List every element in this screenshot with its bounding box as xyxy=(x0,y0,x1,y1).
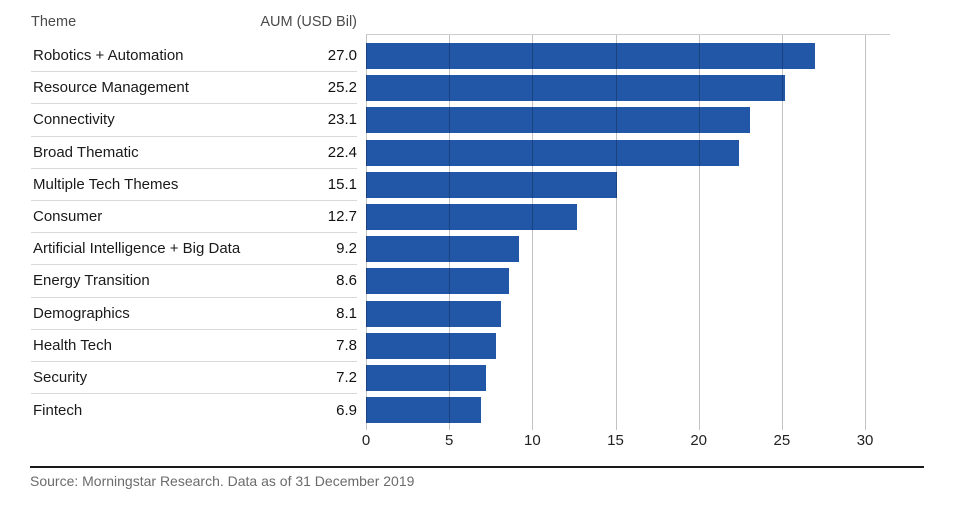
theme-label: Health Tech xyxy=(33,336,112,354)
x-tick-label-5: 5 xyxy=(445,432,454,449)
bar-chart-plot-area xyxy=(366,34,890,430)
theme-label: Broad Thematic xyxy=(33,143,139,161)
aum-value: 22.4 xyxy=(327,143,357,161)
theme-label: Artificial Intelligence + Big Data xyxy=(33,240,241,258)
footer-divider xyxy=(30,466,924,468)
x-axis: 0 5 10 15 20 25 30 xyxy=(362,432,890,450)
theme-label: Demographics xyxy=(33,304,130,322)
gridline-30 xyxy=(865,35,867,430)
theme-label: Energy Transition xyxy=(33,272,150,290)
gridline-25 xyxy=(781,35,783,430)
theme-column-header: Theme xyxy=(31,14,77,30)
gridline-15 xyxy=(615,35,617,430)
x-tick-label-20: 20 xyxy=(690,432,708,449)
aum-value: 9.2 xyxy=(336,240,357,258)
aum-value: 8.1 xyxy=(336,304,357,322)
bar-2 xyxy=(366,107,751,134)
table-row: Artificial Intelligence + Big Data 9.2 xyxy=(31,233,357,266)
aum-value: 8.6 xyxy=(336,272,357,290)
table-row: Energy Transition 8.6 xyxy=(31,265,357,298)
x-tick-label-30: 30 xyxy=(856,432,874,449)
source-note: Source: Morningstar Research. Data as of… xyxy=(30,473,415,489)
bar-1 xyxy=(366,75,786,102)
table-row: Connectivity 23.1 xyxy=(31,104,357,137)
x-tick-label-10: 10 xyxy=(524,432,541,449)
gridline-10 xyxy=(532,35,534,430)
theme-label: Security xyxy=(33,368,88,386)
x-tick-label-15: 15 xyxy=(607,432,624,449)
table-row: Broad Thematic 22.4 xyxy=(31,137,357,169)
bar-11 xyxy=(366,397,481,424)
aum-value: 25.2 xyxy=(327,79,357,97)
bar-5 xyxy=(366,204,578,230)
table-row: Demographics 8.1 xyxy=(31,298,357,330)
table-row: Security 7.2 xyxy=(31,362,357,395)
theme-label: Resource Management xyxy=(33,79,189,97)
table-row: Fintech 6.9 xyxy=(31,394,357,426)
aum-value: 23.1 xyxy=(327,111,357,129)
theme-label: Fintech xyxy=(33,401,83,419)
table-row: Multiple Tech Themes 15.1 xyxy=(31,169,357,201)
aum-value: 7.2 xyxy=(336,368,357,386)
bar-3 xyxy=(366,139,739,166)
bar-9 xyxy=(366,332,496,359)
theme-label: Multiple Tech Themes xyxy=(33,175,179,193)
bar-10 xyxy=(366,365,486,391)
aum-value: 6.9 xyxy=(336,401,357,419)
bar-6 xyxy=(366,236,520,263)
theme-label: Consumer xyxy=(33,208,103,226)
table-row: Robotics + Automation 27.0 xyxy=(31,40,357,73)
table-header: Theme AUM (USD Bil) xyxy=(31,12,357,32)
theme-label: Connectivity xyxy=(33,111,115,129)
aum-value: 27.0 xyxy=(327,47,357,65)
aum-column-header: AUM (USD Bil) xyxy=(260,14,357,30)
bar-4 xyxy=(366,171,618,198)
bar-8 xyxy=(366,300,501,327)
aum-value: 7.8 xyxy=(336,336,357,354)
theme-table-rows: Robotics + Automation 27.0 Resource Manage… xyxy=(31,40,357,426)
theme-label: Robotics + Automation xyxy=(33,47,184,65)
bar-0 xyxy=(366,43,816,69)
gridline-20 xyxy=(698,35,700,430)
table-row: Consumer 12.7 xyxy=(31,201,357,234)
x-tick-label-25: 25 xyxy=(773,432,791,449)
gridline-5 xyxy=(449,35,451,430)
aum-value: 15.1 xyxy=(327,175,357,193)
bar-7 xyxy=(366,268,510,295)
table-row: Health Tech 7.8 xyxy=(31,330,357,362)
table-row: Resource Management 25.2 xyxy=(31,72,357,105)
aum-value: 12.7 xyxy=(327,208,357,226)
gridline-0 xyxy=(366,35,367,430)
x-tick-label-0: 0 xyxy=(361,432,371,449)
